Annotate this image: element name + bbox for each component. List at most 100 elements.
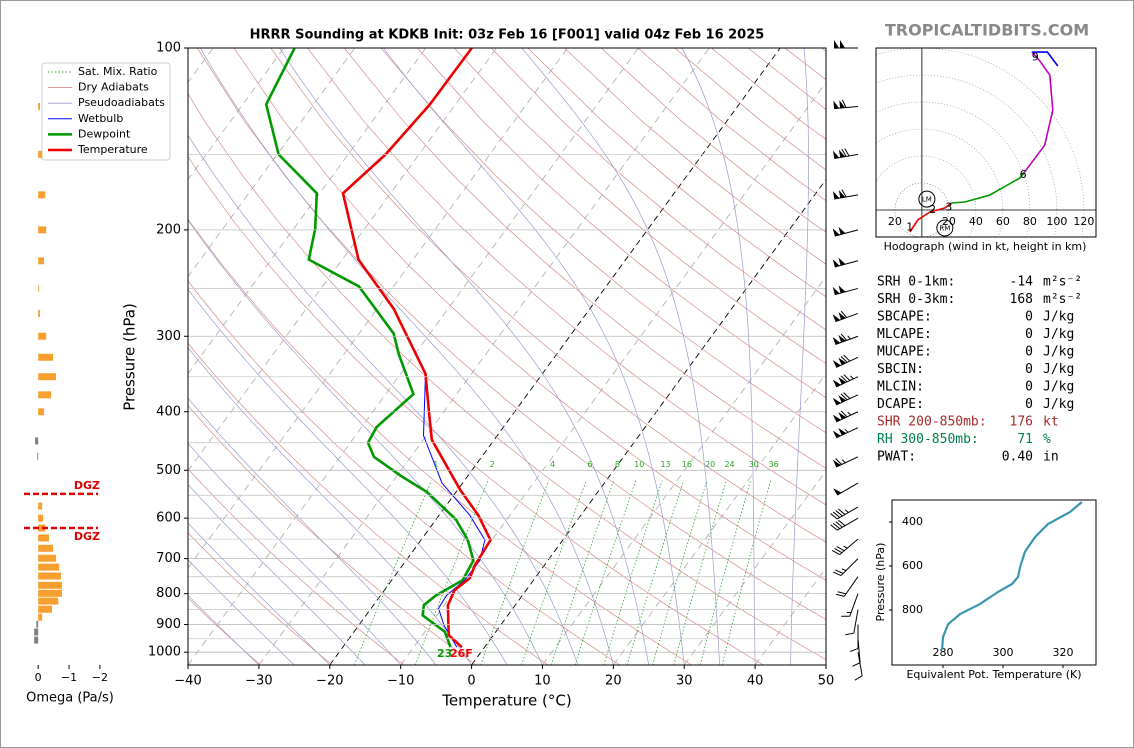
wind-barb [832, 189, 859, 200]
stat-unit: J/kg [1043, 362, 1074, 377]
omega-bar [38, 563, 60, 571]
hodo-height-label: 3 [945, 200, 952, 213]
barb-flag [832, 150, 840, 159]
storm-motion [918, 190, 936, 208]
mixing-ratio-label: 30 [749, 460, 759, 469]
barb-flag [832, 314, 841, 322]
wind-barb [834, 40, 858, 49]
stat-label: SBCIN: [877, 362, 924, 377]
stat-label: SRH 0-3km: [877, 292, 955, 307]
omega-bar [38, 391, 52, 399]
wind-barb [830, 506, 859, 520]
dry-adiabat [188, 280, 621, 665]
stat-unit: m²s⁻² [1043, 292, 1082, 307]
stat-unit: J/kg [1043, 397, 1074, 412]
omega-bar [38, 408, 45, 416]
wind-barb [833, 558, 859, 577]
stat-label: PWAT: [877, 450, 916, 465]
barb-flag [833, 488, 842, 496]
barb-staff [843, 576, 859, 597]
barb-flag [832, 379, 841, 387]
barb-flag [838, 377, 847, 385]
dry-adiabat [188, 155, 764, 665]
omega-bar [38, 502, 43, 510]
stat-unit: kt [1043, 415, 1059, 430]
dry-adiabat [188, 218, 692, 665]
barb-full [852, 662, 861, 667]
mixing-ratio-label: 4 [550, 460, 555, 469]
legend-label: Dry Adiabats [78, 81, 149, 94]
stat-label: MLCIN: [877, 380, 924, 395]
omega-bar [38, 589, 62, 597]
barb-flag [832, 336, 841, 345]
dry-adiabat [197, 48, 826, 620]
stat-unit: m²s⁻² [1043, 275, 1082, 290]
omega-bar [38, 554, 57, 562]
legend-label: Dewpoint [78, 127, 131, 140]
thetae-x-tick-label: 320 [1053, 646, 1074, 659]
x-tick-label: 10 [534, 674, 551, 689]
hodo-height-label: 9 [1032, 50, 1039, 63]
thetae-line [941, 501, 1083, 650]
isotherm [471, 178, 826, 665]
hodo-line [909, 202, 953, 233]
barb-staff [857, 638, 861, 663]
x-tick-label: −20 [316, 674, 343, 689]
pseudoadiabat [188, 522, 331, 665]
barb-staff [836, 427, 859, 439]
profiles [264, 48, 492, 649]
storm-motion [936, 219, 954, 237]
dgz-label: DGZ [74, 479, 100, 492]
barb-full [834, 548, 843, 554]
pseudoadiabat [188, 397, 437, 665]
y-tick-label: 600 [156, 511, 181, 526]
mixing-ratio-line [414, 480, 489, 665]
hodo-line [1031, 51, 1059, 67]
barb-staff [834, 287, 859, 296]
x-tick-label: −40 [174, 674, 201, 689]
omega-bar [38, 353, 53, 361]
barb-full [838, 508, 846, 515]
x-tick-label: −10 [387, 674, 414, 689]
barb-full [844, 148, 850, 157]
barb-full [840, 310, 848, 318]
hodo-height-label: 6 [1020, 168, 1027, 181]
wind-barb [833, 482, 859, 496]
barb-flag [838, 226, 846, 235]
pseudoadiabat [521, 48, 721, 665]
isotherm [188, 48, 427, 375]
x-tick-label: 40 [747, 674, 764, 689]
hodo-line [951, 171, 1026, 204]
hodo-ring-label: 80 [1023, 215, 1037, 228]
barb-full [843, 374, 851, 381]
dry-adiabat [380, 48, 826, 434]
mixing-ratio-line [574, 480, 637, 665]
barb-full [840, 410, 848, 418]
barb-half [844, 509, 849, 513]
omega-tick-label: 0 [35, 671, 42, 684]
omega-bar [38, 309, 41, 317]
thetae-y-tick-label: 600 [902, 559, 923, 572]
barb-flag [838, 357, 847, 365]
x-tick-label: 30 [676, 674, 693, 689]
omega-bar [38, 613, 43, 621]
dry-adiabat [490, 48, 826, 331]
wind-barb [832, 374, 859, 388]
barb-full [830, 513, 838, 520]
barb-flag [838, 149, 846, 158]
barb-half [841, 459, 846, 464]
dry-adiabat [188, 342, 549, 665]
isotherm [188, 48, 497, 472]
chart-title: HRRR Sounding at KDKB Init: 03z Feb 16 [… [250, 28, 765, 43]
barb-flag [832, 259, 840, 267]
barb-staff [853, 609, 859, 634]
omega-bar [38, 605, 53, 613]
barb-full [840, 393, 848, 401]
barb-flag [840, 40, 845, 48]
wind-barb [832, 392, 859, 406]
barb-full [840, 333, 848, 341]
mixing-ratio-line [353, 480, 432, 665]
wind-barb [854, 652, 863, 681]
mixing-ratio-label: 6 [587, 460, 592, 469]
omega-bar [36, 620, 39, 628]
